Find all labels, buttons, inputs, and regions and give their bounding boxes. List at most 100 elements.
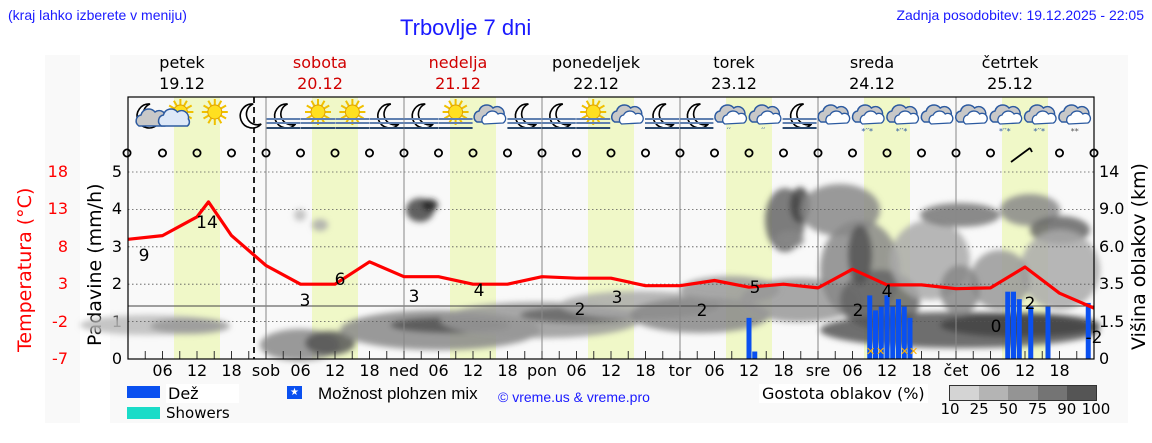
- day-date: 21.12: [435, 74, 481, 93]
- cloud-icon: [611, 104, 644, 125]
- rain-bar: [878, 306, 884, 359]
- rain-bar: [884, 295, 890, 359]
- snow-marker-icon: ✕: [900, 345, 909, 358]
- cloud-rain-icon: ′′: [714, 104, 748, 137]
- cloud-height-tick: 1.5: [1099, 311, 1125, 331]
- rain-bar: [867, 295, 873, 359]
- temp-tick: 3: [57, 274, 68, 294]
- time-tick: 06: [152, 361, 173, 380]
- time-tick: 12: [1014, 361, 1036, 380]
- moon-fog-icon: [541, 103, 576, 129]
- rain-bar: [873, 310, 878, 359]
- day-name: torek: [713, 53, 755, 72]
- day-date: 25.12: [987, 74, 1033, 93]
- precip-tick: 4: [111, 199, 122, 219]
- rain-bar: [1028, 306, 1034, 359]
- cloud-rain-icon: ′′: [748, 104, 782, 137]
- wind-calm-icon: [710, 148, 720, 158]
- sun-fog-icon: [301, 99, 335, 129]
- rain-bar: [1016, 299, 1022, 359]
- day-header-5: sreda 24.12: [812, 52, 932, 94]
- time-tick: 06: [704, 361, 725, 380]
- snow-marker-icon: ✕: [876, 345, 885, 358]
- day-name: petek: [159, 53, 205, 72]
- location-hint[interactable]: (kraj lahko izberete v meniju): [8, 7, 187, 23]
- density-tick: 100: [1081, 400, 1111, 418]
- time-tick: 06: [428, 361, 449, 380]
- wind-calm-icon: [779, 148, 789, 158]
- temperature-value-label: 2: [1025, 294, 1036, 314]
- day-name: ponedeljek: [552, 53, 640, 72]
- svg-text:*′′*: *′′*: [861, 127, 873, 136]
- precip-tick: 2: [111, 274, 122, 294]
- day-name: nedelja: [428, 53, 488, 72]
- cloud-height-tick: 9.0: [1099, 199, 1125, 219]
- moon-fog-icon: [507, 103, 542, 129]
- time-tick: 12: [324, 361, 346, 380]
- rain-legend-swatch: [127, 386, 160, 398]
- temp-tick: 18: [47, 162, 68, 181]
- svg-text:*′′*: *′′*: [999, 127, 1011, 136]
- cloud-density-scale: [949, 385, 1097, 401]
- precip-tick: 5: [111, 162, 122, 181]
- moon-fog-icon: [782, 103, 817, 129]
- temperature-value-label: 0: [991, 317, 1002, 337]
- svg-text:′′: ′′: [761, 127, 765, 137]
- time-tick: 12: [462, 361, 484, 380]
- cloud-snow-icon: **: [1058, 104, 1092, 136]
- temperature-value-label: 6: [335, 270, 346, 290]
- temperature-value-label: 3: [300, 291, 311, 311]
- copyright-link[interactable]: © vreme.us & vreme.pro: [498, 389, 650, 405]
- density-tick: 25: [969, 400, 989, 418]
- time-tick: tor: [668, 361, 692, 380]
- cloud-density-label: Gostota oblakov (%): [759, 384, 928, 403]
- time-tick: pon: [526, 361, 558, 380]
- wind-calm-icon: [122, 148, 132, 158]
- rain-legend-label: Dež: [166, 384, 239, 403]
- day-header-6: četrtek 25.12: [950, 52, 1070, 94]
- rain-bar: [896, 299, 901, 359]
- cloud-icon: [920, 104, 954, 125]
- wind-calm-icon: [226, 148, 236, 158]
- rain-bar: [901, 306, 907, 359]
- time-tick: 06: [566, 361, 587, 380]
- cloud-height-tick: 14: [1099, 162, 1120, 181]
- temperature-value-label: 2: [575, 300, 586, 320]
- temperature-value-label: 2: [697, 301, 708, 321]
- wind-calm-icon: [951, 148, 961, 158]
- day-date: 22.12: [573, 74, 619, 93]
- sun-fog-icon: [576, 99, 611, 129]
- rain-bar: [890, 306, 896, 359]
- wind-calm-icon: [1055, 148, 1065, 158]
- moon-fog-icon: [679, 103, 714, 129]
- time-tick: 12: [876, 361, 898, 380]
- time-tick: 12: [738, 361, 760, 380]
- moon-fog-icon: [369, 103, 404, 129]
- temperature-value-label: 4: [882, 282, 893, 302]
- day-name: sobota: [292, 53, 348, 72]
- density-tick: 75: [1028, 400, 1048, 418]
- temperature-value-label: 9: [139, 246, 150, 266]
- time-tick: čet: [943, 361, 969, 380]
- cloud-icon: [473, 104, 507, 125]
- svg-text:*′′*: *′′*: [896, 127, 908, 136]
- wind-calm-icon: [468, 148, 478, 158]
- svg-text:**: **: [1071, 127, 1079, 136]
- rain-bar: [907, 317, 913, 359]
- snow-marker-icon: ✕: [909, 345, 918, 358]
- day-header-0: petek 19.12: [122, 52, 242, 94]
- wind-calm-icon: [502, 148, 512, 158]
- cloud-height-tick: 3.5: [1099, 274, 1125, 294]
- sun-fog-icon: [335, 99, 370, 129]
- wind-calm-icon: [537, 148, 547, 158]
- time-tick: 06: [842, 361, 863, 380]
- wind-calm-icon: [606, 148, 616, 158]
- density-swatch: [950, 386, 980, 400]
- wind-calm-icon: [433, 148, 443, 158]
- wind-calm-icon: [813, 148, 823, 158]
- wind-calm-icon: [364, 148, 374, 158]
- cloud-sleet-icon: *′′*: [1023, 104, 1057, 136]
- day-date: 19.12: [159, 74, 205, 93]
- density-tick: 90: [1057, 400, 1077, 418]
